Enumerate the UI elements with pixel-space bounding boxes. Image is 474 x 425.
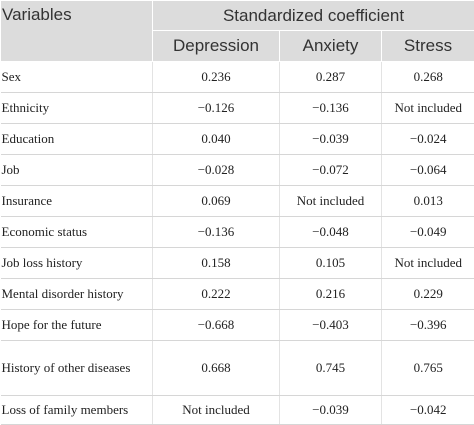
- stress-header: Stress: [382, 31, 474, 62]
- anxiety-value: −0.403: [280, 310, 382, 341]
- anxiety-value: 0.216: [280, 279, 382, 310]
- variable-name: Job: [1, 155, 153, 186]
- depression-value: 0.222: [153, 279, 280, 310]
- stress-value: Not included: [382, 248, 474, 279]
- table-body: Sex 0.236 0.287 0.268 Ethnicity −0.126 −…: [1, 62, 474, 425]
- depression-value: 0.069: [153, 186, 280, 217]
- anxiety-value: −0.048: [280, 217, 382, 248]
- table-row: Ethnicity −0.126 −0.136 Not included: [1, 93, 474, 124]
- variable-name: Insurance: [1, 186, 153, 217]
- stress-value: −0.049: [382, 217, 474, 248]
- variable-name: Sex: [1, 62, 153, 93]
- anxiety-value: 0.745: [280, 341, 382, 396]
- depression-header: Depression: [153, 31, 280, 62]
- table-row: Economic status −0.136 −0.048 −0.049: [1, 217, 474, 248]
- header-row-top: Variables Standardized coefficient: [1, 1, 474, 31]
- table-row: Mental disorder history 0.222 0.216 0.22…: [1, 279, 474, 310]
- depression-value: −0.126: [153, 93, 280, 124]
- stress-value: −0.064: [382, 155, 474, 186]
- table-row: Job −0.028 −0.072 −0.064: [1, 155, 474, 186]
- stress-value: −0.042: [382, 396, 474, 425]
- stress-value: 0.229: [382, 279, 474, 310]
- variable-name: Ethnicity: [1, 93, 153, 124]
- anxiety-value: −0.039: [280, 124, 382, 155]
- stress-value: 0.765: [382, 341, 474, 396]
- depression-value: Not included: [153, 396, 280, 425]
- depression-value: −0.028: [153, 155, 280, 186]
- anxiety-header: Anxiety: [280, 31, 382, 62]
- stress-value: Not included: [382, 93, 474, 124]
- table-row: Sex 0.236 0.287 0.268: [1, 62, 474, 93]
- stress-value: 0.268: [382, 62, 474, 93]
- depression-value: 0.040: [153, 124, 280, 155]
- depression-value: 0.668: [153, 341, 280, 396]
- variable-name: Loss of family members: [1, 396, 153, 425]
- variable-name: Job loss history: [1, 248, 153, 279]
- anxiety-value: −0.136: [280, 93, 382, 124]
- anxiety-value: −0.039: [280, 396, 382, 425]
- table-row: Job loss history 0.158 0.105 Not include…: [1, 248, 474, 279]
- depression-value: −0.668: [153, 310, 280, 341]
- stress-value: −0.024: [382, 124, 474, 155]
- anxiety-value: 0.105: [280, 248, 382, 279]
- stress-value: −0.396: [382, 310, 474, 341]
- variable-name: History of other diseases: [1, 341, 153, 396]
- variable-name: Economic status: [1, 217, 153, 248]
- variables-header: Variables: [1, 1, 153, 62]
- anxiety-value: −0.072: [280, 155, 382, 186]
- table-row: Loss of family members Not included −0.0…: [1, 396, 474, 425]
- table-row: History of other diseases 0.668 0.745 0.…: [1, 341, 474, 396]
- standardized-coefficient-header: Standardized coefficient: [153, 1, 474, 31]
- anxiety-value: 0.287: [280, 62, 382, 93]
- stress-value: 0.013: [382, 186, 474, 217]
- variable-name: Hope for the future: [1, 310, 153, 341]
- variable-name: Mental disorder history: [1, 279, 153, 310]
- depression-value: 0.236: [153, 62, 280, 93]
- table-row: Hope for the future −0.668 −0.403 −0.396: [1, 310, 474, 341]
- anxiety-value: Not included: [280, 186, 382, 217]
- table-row: Insurance 0.069 Not included 0.013: [1, 186, 474, 217]
- depression-value: 0.158: [153, 248, 280, 279]
- variable-name: Education: [1, 124, 153, 155]
- table-header: Variables Standardized coefficient Depre…: [1, 1, 474, 62]
- depression-value: −0.136: [153, 217, 280, 248]
- table-row: Education 0.040 −0.039 −0.024: [1, 124, 474, 155]
